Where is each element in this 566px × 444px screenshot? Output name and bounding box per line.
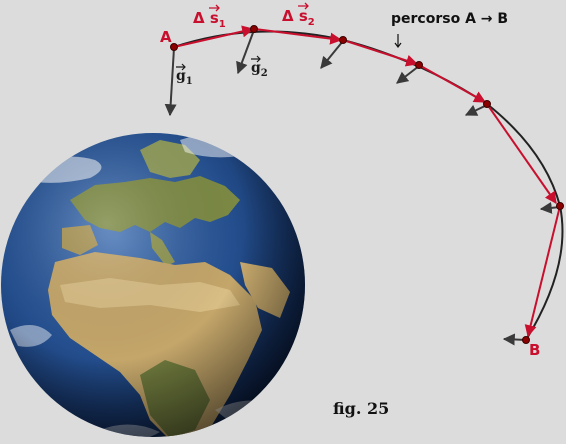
g2-main: g [251,60,261,76]
delta-s1-main: Δ s [193,9,219,27]
point-b-dot [522,336,530,344]
trajectory-dot [556,202,564,210]
displacement-vector-5 [486,103,557,204]
displacement-vector-3 [342,39,419,67]
trajectory-dot [483,100,491,108]
point-b-label: B [529,341,540,359]
figure-caption: fig. 25 [333,399,389,418]
trajectory-points [170,25,564,344]
g2-vector-mark [251,55,261,63]
delta-s1-sub: 1 [219,19,226,30]
g1-vector-mark [176,63,186,71]
earth-globe [1,133,305,437]
delta-s1-vector [173,25,255,48]
displacement-vectors [173,25,561,338]
g1-main: g [176,68,186,84]
trajectory-dot [339,36,347,44]
point-a-dot [170,43,178,51]
delta-s2-vector-mark [298,2,309,10]
delta-s1-vector-mark [209,4,220,12]
g1-vector [164,47,177,117]
trajectory-dot [250,25,258,33]
g1-sub: 1 [186,76,193,87]
g2-vector [236,29,255,75]
displacement-vector-6 [524,205,561,338]
delta-s1-label: Δ s1 [193,9,226,30]
g2-sub: 2 [261,68,268,79]
gravity-vector-3 [320,40,344,69]
gravity-vector-5 [464,104,488,116]
displacement-vector-4 [418,64,487,103]
delta-s2-vector [254,28,343,45]
trajectory-dot [415,61,423,69]
point-a-label: A [160,28,172,46]
delta-s2-main: Δ s [282,7,308,25]
g1-label: g1 [176,68,193,87]
g2-label: g2 [251,60,268,79]
path-label-pointer [394,34,402,48]
delta-s2-label: Δ s2 [282,7,315,28]
delta-s2-sub: 2 [308,17,315,28]
gravity-vector-4 [396,65,420,84]
path-label: percorso A → B [391,11,508,27]
